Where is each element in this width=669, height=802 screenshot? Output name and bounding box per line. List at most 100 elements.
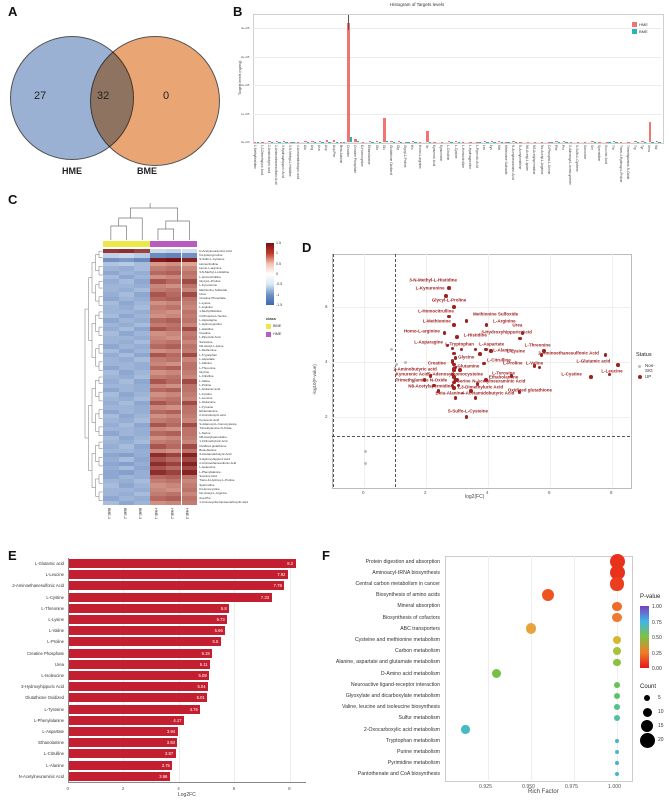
heatmap-row-label: N6-Acetyl-L-lysine (199, 343, 224, 348)
heatmap-cell (181, 457, 198, 462)
heatmap-cell (181, 335, 198, 341)
volcano-point (452, 363, 456, 367)
heatmap-row-label: 1-Methylhistidine (199, 309, 222, 314)
heatmap-cell (118, 418, 135, 423)
pvalue-legend-title: P-value (640, 594, 661, 600)
heatmap-cell (103, 288, 119, 293)
heatmap-cell (165, 288, 182, 293)
heatmap-cell (103, 431, 119, 436)
bar-value-label: 7.33 (260, 594, 270, 600)
bar-value-label: 5.73 (216, 617, 225, 622)
heatmap-row-label: Creatine (199, 330, 211, 335)
bar-value-label: 5.5 (212, 639, 219, 645)
volcano-point (453, 356, 458, 360)
heatmap-cell (181, 344, 198, 350)
volcano-point-label: L-Glutamine (453, 363, 480, 369)
heatmap-cell (165, 405, 182, 410)
heatmap-cell (103, 344, 119, 350)
volcano-point-label: 2-Aminobutyric acid (393, 366, 437, 372)
volcano-point (607, 372, 612, 377)
heatmap-cell (103, 418, 119, 423)
heatmap-cell (150, 409, 166, 415)
heatmap-cell (118, 396, 135, 402)
pvalue-tick-label: 1.00 (652, 604, 662, 610)
heatmap-cell (181, 426, 198, 432)
heatmap-cell (150, 483, 166, 488)
heatmap-cell (134, 387, 151, 393)
heatmap-cell (118, 366, 135, 371)
heatmap-cell (181, 353, 198, 358)
heatmap-cell (103, 340, 119, 345)
legend-swatch-bme (632, 29, 637, 34)
heatmap-cell (181, 461, 198, 467)
panel-c-label: C (8, 192, 18, 207)
heatmap-cell (118, 461, 135, 467)
heatmap-cell (118, 452, 135, 458)
volcano-point-label: Homo-L-arginine (403, 328, 440, 334)
volcano-point-label: 2-Aminoethanesulfonic Acid (538, 350, 599, 356)
heatmap-cell (165, 400, 182, 406)
heatmap-cell (150, 474, 166, 480)
heatmap-row-label: L-Hydroxyproline (199, 322, 222, 327)
heatmap-row-label: Glycyl-L-Proline (199, 278, 221, 283)
heatmap-cell (165, 474, 182, 480)
heatmap-cell (134, 444, 151, 449)
heatmap-cell (118, 422, 135, 428)
heatmap-cell (181, 478, 198, 484)
heatmap-cell (134, 314, 151, 319)
y-gridline (253, 85, 662, 87)
volcano-point-label: L-Kynurenine (415, 285, 445, 291)
heatmap-cell (134, 452, 151, 458)
pathway-label: Sulfur metabolism (398, 715, 440, 722)
heatmap-cell (181, 327, 198, 332)
heatmap-row-label: L-Glutamic acid (199, 387, 221, 392)
heatmap-cell (134, 283, 151, 289)
log2fc-bar (68, 592, 272, 602)
volcano-point-label: L-Threonine (524, 342, 551, 348)
volcano-point (469, 389, 473, 393)
class-legend-swatch-bme (266, 324, 271, 329)
targets-histogram: 0e+00 1e+05 2e+05 3e+05 4e+05 1-Methylhistidi… (0, 0, 669, 200)
heatmap-cell (150, 314, 166, 319)
bar-value-label: 4.17 (173, 717, 182, 723)
heatmap-cell (134, 335, 151, 341)
volcano-point-label: N8-Acetylspermidine (408, 383, 454, 389)
heatmap-cell (165, 283, 182, 289)
y-tick-label: 1e+05 (241, 111, 250, 116)
x-tick-label: 2 (121, 786, 125, 791)
heatmap-cell (118, 392, 135, 397)
volcano-point (431, 383, 436, 388)
heatmap-cell (118, 431, 135, 436)
x-gridline (289, 558, 291, 782)
heatmap-cell (103, 465, 119, 471)
y-gridline (332, 417, 630, 418)
bar-value-label: 3.94 (166, 729, 176, 734)
heatmap-cell (181, 487, 198, 493)
heatmap-cell (165, 296, 182, 302)
pathway-label: Central carbon metabolism in cancer (355, 581, 440, 587)
heatmap-cell (150, 422, 166, 428)
heatmap-cell (118, 353, 135, 358)
heatmap-cell (134, 405, 151, 410)
legend-swatch-hme (632, 22, 637, 27)
heatmap-cell (181, 374, 198, 380)
heatmap-cell (134, 270, 151, 276)
heatmap-cell (118, 379, 135, 384)
heatmap-cell (165, 366, 182, 371)
histogram-bar-hme (490, 140, 494, 142)
threshold-vline (333, 254, 334, 487)
volcano-point (450, 383, 455, 388)
heatmap-cell (118, 470, 135, 475)
heatmap-cell (150, 353, 166, 358)
heatmap-cell (150, 357, 166, 363)
class-legend-title: class (266, 316, 277, 321)
heatmap-cell (150, 370, 166, 376)
panel-f-label: F (322, 548, 330, 563)
heatmap-cell (181, 270, 198, 276)
heatmap-cell (103, 301, 119, 306)
y-tick-label: 4e+05 (241, 26, 250, 31)
heatmap-cell (165, 249, 182, 254)
heatmap-cell (150, 327, 166, 332)
histogram-bar-hme (648, 122, 652, 142)
heatmap-cell (181, 379, 198, 384)
